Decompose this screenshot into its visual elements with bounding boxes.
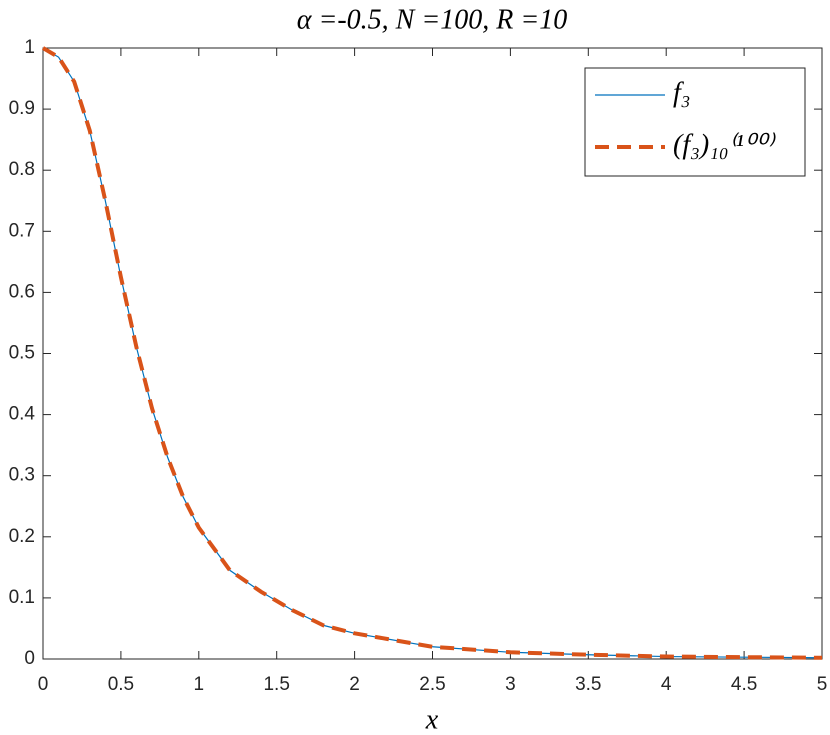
y-tick-label: 0.2 [9, 526, 35, 547]
y-tick-label: 0.7 [9, 220, 35, 241]
x-tick-label: 4.5 [731, 674, 757, 695]
x-tick-label: 1 [194, 674, 205, 695]
legend-label: (f₃)₁₀⁽¹⁰⁰⁾ [673, 129, 776, 160]
x-tick-label: 0.5 [108, 674, 134, 695]
y-tick-label: 0.6 [9, 281, 35, 302]
y-tick-label: 1 [24, 37, 35, 58]
x-tick-label: 2.5 [419, 674, 445, 695]
x-tick-label: 5 [817, 674, 828, 695]
legend-box [584, 67, 806, 177]
y-tick-label: 0.8 [9, 159, 35, 180]
x-tick-label: 0 [38, 674, 49, 695]
chart-title: α =-0.5, N =100, R =10 [297, 4, 567, 35]
x-tick-label: 1.5 [263, 674, 289, 695]
x-tick-label: 4 [661, 674, 672, 695]
y-tick-label: 0.1 [9, 587, 35, 608]
y-tick-label: 0 [24, 648, 35, 669]
x-tick-label: 3.5 [575, 674, 601, 695]
y-tick-label: 0.4 [9, 404, 36, 425]
x-tick-label: 2 [349, 674, 360, 695]
legend-label: f₃ [673, 77, 691, 108]
y-tick-label: 0.3 [9, 465, 35, 486]
y-tick-label: 0.5 [9, 343, 35, 364]
series-line [41, 46, 823, 660]
x-axis-label: x [425, 704, 439, 735]
y-tick-label: 0.9 [9, 98, 35, 119]
x-tick-label: 3 [505, 674, 516, 695]
